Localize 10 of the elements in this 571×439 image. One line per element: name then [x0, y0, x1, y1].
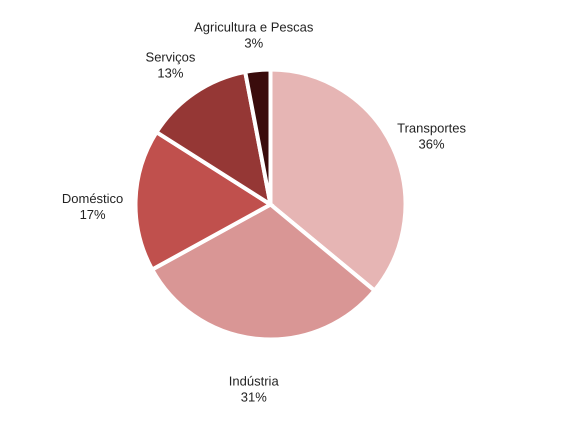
data-label: 13%: [157, 65, 184, 80]
data-label: 36%: [418, 136, 446, 152]
data-label: 31%: [240, 390, 268, 405]
data-label: 17%: [80, 206, 106, 222]
slice-label: Doméstico: [62, 190, 124, 206]
slice-label: Transportes: [397, 120, 466, 136]
slice-label: Agricultura e Pescas: [194, 19, 314, 34]
slice-label: Serviços: [146, 49, 196, 64]
slice-label: Indústria: [228, 374, 280, 389]
data-label: 3%: [244, 35, 264, 50]
